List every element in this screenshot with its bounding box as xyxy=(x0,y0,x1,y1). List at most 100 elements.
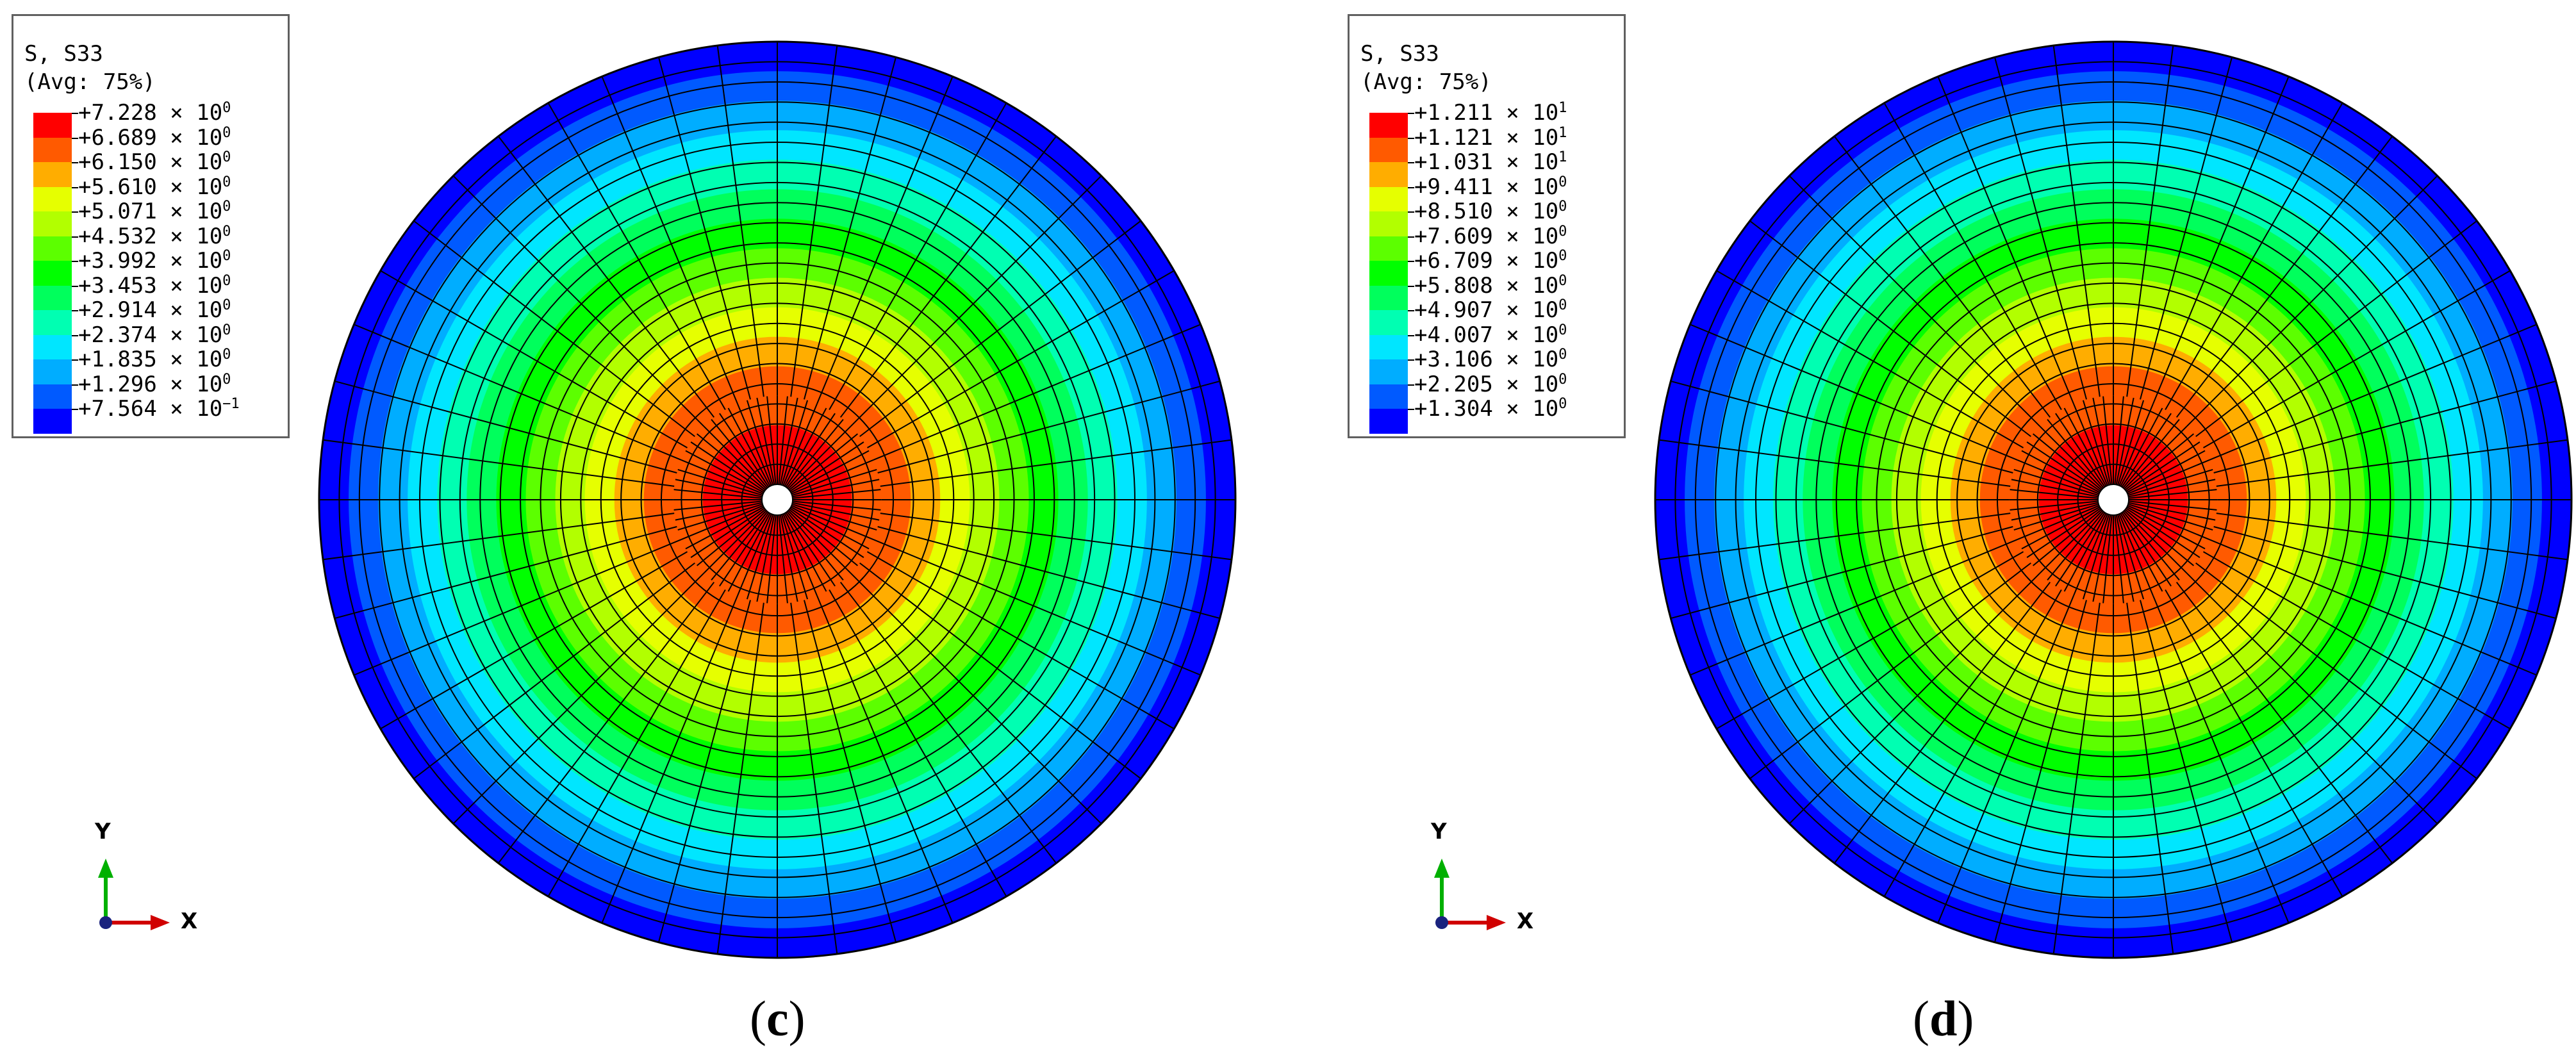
legend-tick xyxy=(72,261,78,262)
mesh-radial-line xyxy=(781,514,809,600)
mesh-radial-line xyxy=(2017,505,2100,540)
legend-color-swatch xyxy=(33,137,72,163)
legend-tick xyxy=(1408,261,1414,262)
mesh-radial-line xyxy=(681,505,764,540)
mesh-radial-line xyxy=(839,136,1057,418)
mesh-radial-line xyxy=(2128,479,2216,498)
legend-color-swatch xyxy=(1369,162,1408,187)
legend-scale-c: +7.228 × 100 +6.689 × 100 +6.150 × 100 +5.6… xyxy=(33,100,290,434)
legend-entry: +4.007 × 100 xyxy=(1369,322,1626,360)
mesh-radial-line xyxy=(829,103,1007,411)
mesh-radial-line xyxy=(2124,433,2195,491)
legend-entry: +8.510 × 100 xyxy=(1369,199,1626,236)
mesh-radial-line xyxy=(2213,526,2556,620)
mesh-radial-line xyxy=(2216,513,2568,561)
mesh-radial-line xyxy=(789,441,864,492)
legend-value-label: +8.510 × 100 xyxy=(1414,198,1567,228)
mesh-radial-line xyxy=(322,513,675,561)
legend-entry: +4.907 × 100 xyxy=(1369,297,1626,335)
legend-value-mantissa: +1.304 × 10 xyxy=(1414,396,1559,422)
legend-value-exponent: 0 xyxy=(1558,347,1567,363)
mesh-radial-line xyxy=(716,602,764,955)
legend-value-mantissa: +1.121 × 10 xyxy=(1414,124,1559,151)
legend-value-exponent: 0 xyxy=(222,272,231,289)
mesh-radial-line xyxy=(782,513,818,596)
mesh-ring xyxy=(741,463,814,536)
mesh-radial-line xyxy=(2209,324,2537,461)
mesh-radial-line xyxy=(2126,450,2206,493)
x-axis-arrow-head xyxy=(151,915,170,930)
mesh-ring xyxy=(580,302,975,697)
legend-entry: +5.071 × 100 xyxy=(33,199,290,236)
mesh-ring xyxy=(640,363,914,637)
mesh-radial-line xyxy=(779,397,798,485)
mesh-radial-line xyxy=(497,136,715,418)
legend-tick xyxy=(72,113,78,114)
mesh-radial-line xyxy=(2127,468,2213,496)
mesh-radial-line xyxy=(2032,433,2102,491)
mesh-radial-line xyxy=(791,459,874,495)
mesh-radial-line xyxy=(2140,57,2233,400)
axis-triad xyxy=(1434,859,1506,930)
mesh-radial-line xyxy=(2127,459,2210,495)
legend-value-exponent: 0 xyxy=(222,347,231,363)
legend-value-label: +4.007 × 100 xyxy=(1414,322,1567,352)
legend-value-label: +4.532 × 100 xyxy=(78,223,231,253)
mesh-radial-line xyxy=(2120,513,2163,592)
mesh-radial-line xyxy=(2032,509,2102,566)
mesh-radial-line xyxy=(850,175,1102,427)
mesh-radial-line xyxy=(2165,103,2343,411)
mesh-radial-line xyxy=(737,513,772,596)
mesh-radial-line xyxy=(1994,57,2087,400)
mesh-ring xyxy=(520,242,1035,757)
mesh-ring xyxy=(1956,343,2270,657)
mesh-radial-line xyxy=(804,600,897,942)
mesh-radial-line xyxy=(2021,450,2101,493)
legend-entry: +2.205 × 100 xyxy=(1369,372,1626,409)
mesh-ring xyxy=(399,121,1156,878)
legend-tick xyxy=(72,384,78,386)
legend-value-mantissa: +7.564 × 10 xyxy=(78,396,223,422)
mesh-ring xyxy=(540,262,1015,737)
mesh-radial-line xyxy=(703,425,767,489)
legend-entry: +4.532 × 100 xyxy=(33,224,290,261)
mesh-radial-line xyxy=(756,514,775,602)
mesh-radial-line xyxy=(2152,76,2290,404)
mesh-radial-line xyxy=(880,513,1232,561)
mesh-radial-line xyxy=(719,512,770,587)
mesh-radial-line xyxy=(2039,510,2103,574)
mesh-radial-line xyxy=(786,418,844,489)
mesh-radial-line xyxy=(1937,76,2074,404)
legend-entry: +7.609 × 100 xyxy=(1369,224,1626,261)
legend-color-swatch xyxy=(33,211,72,236)
mesh-radial-line xyxy=(2128,502,2216,521)
mesh-radial-line xyxy=(497,582,715,864)
mesh-radial-line xyxy=(784,513,827,592)
mesh-radial-line xyxy=(1883,103,2062,411)
legend-value-exponent: 0 xyxy=(1558,248,1567,264)
legend-value-mantissa: +6.150 × 10 xyxy=(78,149,223,175)
legend-value-mantissa: +2.205 × 10 xyxy=(1414,371,1559,397)
mesh-lines xyxy=(1655,41,2572,958)
mesh-radial-line xyxy=(877,380,1220,473)
legend-tick xyxy=(72,334,78,336)
legend-value-mantissa: +1.835 × 10 xyxy=(78,347,223,372)
mesh-radial-line xyxy=(2026,507,2101,558)
mesh-radial-line xyxy=(788,509,859,566)
legend-tick xyxy=(72,285,78,287)
mesh-ring xyxy=(620,343,934,657)
legend-value-mantissa: +6.689 × 10 xyxy=(78,124,223,151)
legend-value-label: +6.709 × 100 xyxy=(1414,247,1567,277)
caption-letter: d xyxy=(1929,991,1958,1046)
legend-tick xyxy=(72,162,78,163)
mesh-radial-line xyxy=(790,506,870,550)
mesh-radial-line xyxy=(719,413,770,488)
mesh-radial-line xyxy=(791,504,877,531)
mesh-radial-line xyxy=(2124,425,2188,489)
legend-value-mantissa: +5.808 × 10 xyxy=(1414,272,1559,299)
mesh-radial-line xyxy=(2017,459,2100,495)
mesh-radial-line xyxy=(601,76,738,404)
mesh-ring xyxy=(1996,382,2231,617)
legend-tick xyxy=(1408,359,1414,361)
mesh-radial-line xyxy=(784,407,827,487)
